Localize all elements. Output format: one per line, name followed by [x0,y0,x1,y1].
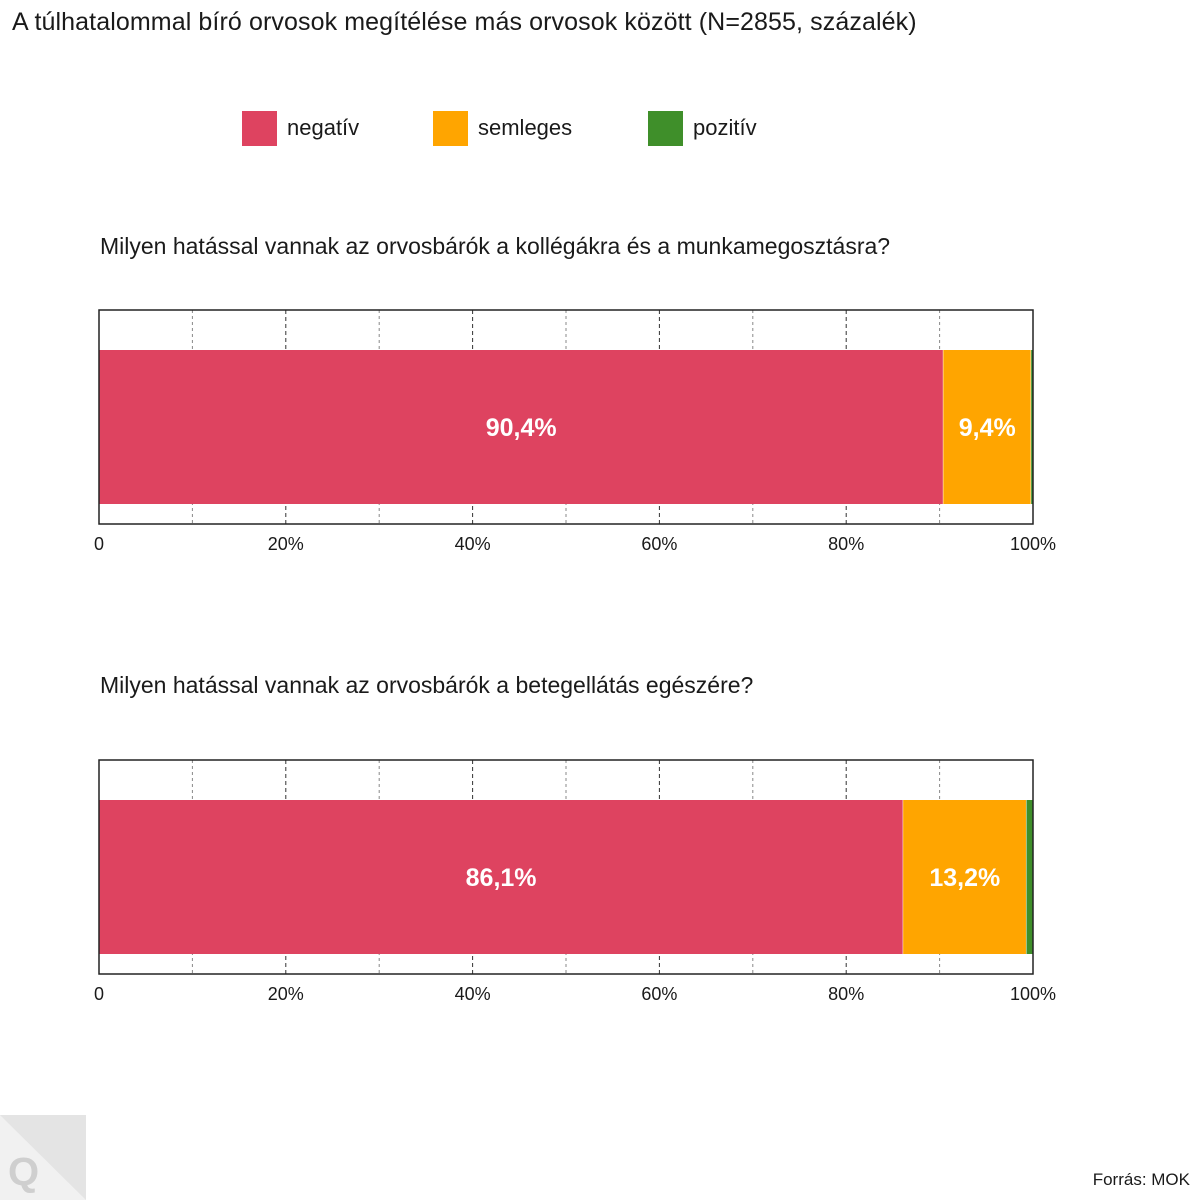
tick-label: 100% [1010,984,1056,1004]
source-note: Forrás: MOK [1092,1170,1190,1189]
tick-label: 20% [268,534,304,554]
tick-label: 60% [641,984,677,1004]
tick-label: 20% [268,984,304,1004]
chart-1-plot: 90,4% 9,4% 0 20% 40% 60% 80% 100% [94,309,1056,554]
tick-label: 0 [94,534,104,554]
tick-label: 0 [94,984,104,1004]
data-label-semleges: 9,4% [959,414,1016,442]
chart-2-plot: 86,1% 13,2% 0 20% 40% 60% 80% 100% [94,759,1056,1004]
tick-label: 100% [1010,534,1056,554]
legend-item-negativ: negatív [242,110,359,146]
bar-segment-semleges [943,350,1032,504]
tick-label: 80% [828,534,864,554]
legend-label-pozitiv: pozitív [693,115,757,140]
bar-segment-negatív [99,800,904,954]
chart-2-question: Milyen hatással vannak az orvosbárók a b… [100,672,754,698]
data-label-semleges: 13,2% [929,864,1000,892]
legend-item-semleges: semleges [433,110,572,146]
bar-segment-pozitív [1026,800,1033,954]
tick-label: 60% [641,534,677,554]
legend: negatív semleges pozitív [0,110,1200,150]
legend-swatch-semleges [433,110,468,146]
chart-1: 90,4% 9,4% 0 20% 40% 60% 80% 100% [0,300,1200,570]
legend-item-pozitiv: pozitív [648,110,757,146]
chart-2: 86,1% 13,2% 0 20% 40% 60% 80% 100% [0,750,1200,1020]
logo-mark: Q [8,1150,40,1194]
plot-frame [98,309,1034,525]
bar-segment-semleges [903,800,1027,954]
tick-label: 40% [455,534,491,554]
legend-label-semleges: semleges [478,115,573,140]
bar-segment-pozitív [1031,350,1033,504]
logo: Q [0,1115,86,1200]
data-label-negatív: 86,1% [466,864,537,892]
legend-label-negativ: negatív [287,115,360,140]
tick-label: 80% [828,984,864,1004]
tick-label: 40% [455,984,491,1004]
legend-swatch-pozitiv [648,110,683,146]
chart-1-question: Milyen hatással vannak az orvosbárók a k… [100,233,891,259]
logo-corner-shape [0,1115,86,1200]
chart-title: A túlhatalommal bíró orvosok megítélése … [12,8,917,36]
legend-swatch-negativ [242,110,277,146]
bar-segment-negatív [99,350,944,504]
plot-frame [98,759,1034,975]
data-label-negatív: 90,4% [486,414,557,442]
